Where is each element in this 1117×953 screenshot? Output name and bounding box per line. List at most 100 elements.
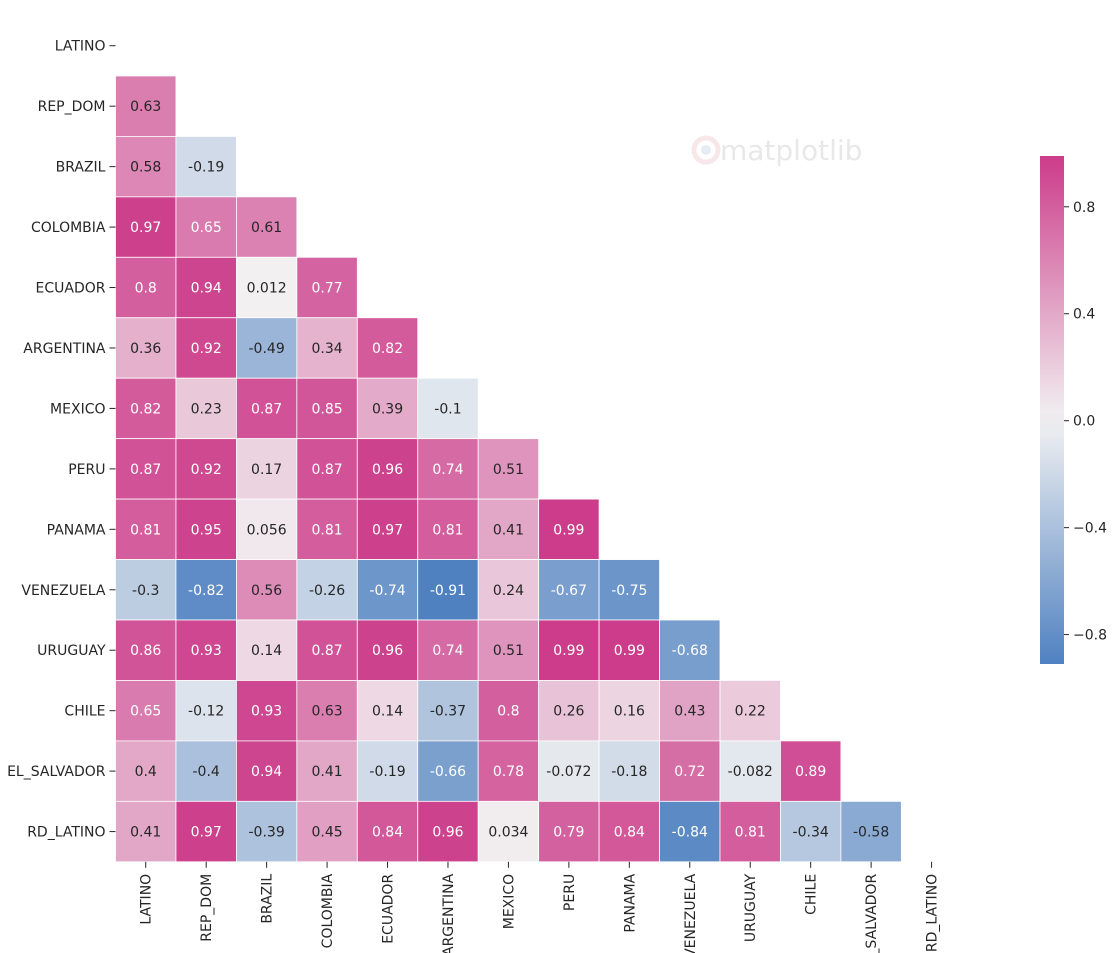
heatmap-cell-value: 0.89	[795, 764, 826, 780]
heatmap-cell-chile-latino	[115, 680, 177, 742]
heatmap-cell-el-salvador-argentina	[417, 740, 479, 802]
heatmap-cell-value: -0.4	[193, 764, 220, 780]
heatmap-cell-value: 0.58	[130, 160, 161, 176]
y-tick-label-ecuador: ECUADOR	[36, 281, 106, 297]
heatmap-cell-value: 0.74	[432, 462, 463, 478]
watermark-logo-ring	[691, 135, 721, 165]
heatmap-cell-value: 0.14	[251, 643, 282, 659]
heatmap-cell-uruguay-argentina	[417, 619, 479, 681]
heatmap-cell-value: 0.87	[251, 401, 282, 417]
heatmap-cell-value: -0.75	[611, 583, 647, 599]
heatmap-cell-value: 0.36	[130, 341, 161, 357]
heatmap-cell-el-salvador-brazil	[235, 740, 298, 802]
watermark-text: matplotlib	[720, 134, 862, 167]
heatmap-cell-value: 0.51	[493, 462, 524, 478]
heatmap-cell-value: 0.39	[372, 401, 403, 417]
heatmap-cell-argentina-colombia	[296, 317, 358, 379]
heatmap-cell-value: -0.26	[309, 583, 345, 599]
heatmap-cell-value: 0.17	[251, 462, 282, 478]
heatmap-cell-value: -0.072	[546, 764, 591, 780]
heatmap-cell-value: 0.96	[372, 643, 403, 659]
heatmap-cell-value: 0.92	[191, 462, 222, 478]
heatmap-cell-value: -0.39	[249, 825, 285, 841]
heatmap-cell-brazil-rep-dom	[175, 135, 237, 198]
colorbar-tick-label: 0.8	[1073, 200, 1095, 216]
heatmap-cell-value: 0.45	[311, 825, 342, 841]
heatmap-cell-value: 0.41	[493, 522, 524, 538]
heatmap-cell-value: -0.34	[793, 825, 829, 841]
heatmap-cell-peru-latino	[115, 438, 177, 500]
heatmap-cell-value: 0.99	[553, 643, 584, 659]
heatmap-cell-argentina-brazil	[235, 317, 298, 379]
heatmap-cell-value: 0.94	[191, 281, 222, 297]
heatmap-cell-value: -0.66	[430, 764, 466, 780]
heatmap-cell-value: -0.082	[728, 764, 773, 780]
heatmap-cell-venezuela-mexico	[477, 559, 540, 621]
heatmap-cell-chile-panama	[598, 680, 660, 742]
heatmap-cell-value: 0.56	[251, 583, 282, 599]
heatmap-cell-value: 0.97	[372, 522, 403, 538]
heatmap-cell-value: 0.4	[135, 764, 157, 780]
heatmap-cell-rd-latino-el-salvador	[840, 800, 902, 863]
heatmap-cell-value: 0.81	[735, 825, 766, 841]
heatmap-cell-value: -0.91	[430, 583, 466, 599]
x-tick-label-argentina: ARGENTINA	[441, 873, 457, 953]
heatmap-cell-mexico-rep-dom	[175, 377, 237, 440]
heatmap-cell-venezuela-brazil	[235, 559, 298, 621]
heatmap-cell-value: 0.14	[372, 704, 403, 720]
heatmap-cell-value: -0.19	[188, 160, 224, 176]
x-tick-label-mexico: MEXICO	[501, 874, 517, 929]
y-tick-label-colombia: COLOMBIA	[31, 220, 106, 236]
heatmap-cell-value: 0.93	[251, 704, 282, 720]
x-tick-label-latino: LATINO	[139, 874, 155, 925]
heatmap-cell-value: 0.72	[674, 764, 705, 780]
heatmap-cell-rd-latino-panama	[598, 800, 660, 863]
heatmap-cell-value: 0.96	[372, 462, 403, 478]
x-tick-label-brazil: BRAZIL	[260, 874, 276, 924]
heatmap-cell-rd-latino-latino	[115, 800, 177, 863]
heatmap-cell-mexico-colombia	[296, 377, 358, 440]
heatmap-cell-uruguay-colombia	[296, 619, 358, 681]
heatmap-cell-panama-brazil	[235, 498, 298, 560]
heatmap-cell-el-salvador-panama	[598, 740, 660, 802]
heatmap-cell-value: 0.23	[191, 401, 222, 417]
heatmap-cell-uruguay-brazil	[235, 619, 298, 681]
y-tick-label-el-salvador: EL_SALVADOR	[7, 764, 106, 780]
heatmap-cell-value: 0.77	[311, 281, 342, 297]
heatmap-cell-value: 0.97	[191, 825, 222, 841]
heatmap-cell-ecuador-rep-dom	[175, 256, 237, 319]
heatmap-cell-colombia-latino	[115, 196, 177, 258]
heatmap-cell-value: 0.82	[372, 341, 403, 357]
y-tick-label-mexico: MEXICO	[50, 401, 105, 417]
heatmap-cell-rd-latino-mexico	[477, 800, 540, 863]
heatmap-cell-value: 0.92	[191, 341, 222, 357]
heatmap-cell-el-salvador-chile	[780, 740, 842, 802]
heatmap-cell-peru-argentina	[417, 438, 479, 500]
heatmap-cell-value: 0.96	[432, 825, 463, 841]
heatmap-cell-panama-mexico	[477, 498, 540, 560]
y-tick-labels: LATINO REP_DOM BRAZIL COLOMBIA ECUADOR ARGENT…	[7, 39, 116, 841]
heatmap-cell-chile-argentina	[417, 680, 479, 742]
heatmap-cell-rd-latino-ecuador	[356, 800, 419, 863]
x-tick-label-peru: PERU	[562, 874, 578, 911]
heatmap-cell-chile-colombia	[296, 680, 358, 742]
heatmap-cell-el-salvador-rep-dom	[175, 740, 237, 802]
heatmap-cell-value: 0.41	[130, 825, 161, 841]
heatmap-cell-value: 0.85	[311, 401, 342, 417]
heatmap-cell-uruguay-ecuador	[356, 619, 419, 681]
heatmap-cell-venezuela-rep-dom	[175, 559, 237, 621]
heatmap-cell-value: -0.68	[672, 643, 708, 659]
x-tick-label-rep-dom: REP_DOM	[199, 874, 215, 942]
heatmap-cell-value: 0.95	[191, 522, 222, 538]
heatmap-cell-value: 0.43	[674, 704, 705, 720]
heatmap-cell-venezuela-panama	[598, 559, 660, 621]
heatmap-cell-value: 0.86	[130, 643, 161, 659]
heatmap-cell-value: 0.93	[191, 643, 222, 659]
heatmap-cell-value: -0.12	[188, 704, 224, 720]
heatmap-cell-value: 0.034	[488, 825, 528, 841]
colorbar-tick-label: 0.4	[1073, 307, 1095, 323]
x-tick-label-ecuador: ECUADOR	[381, 874, 397, 944]
heatmap-cell-value: 0.16	[614, 704, 645, 720]
heatmap-cell-rep-dom-latino	[115, 75, 177, 137]
